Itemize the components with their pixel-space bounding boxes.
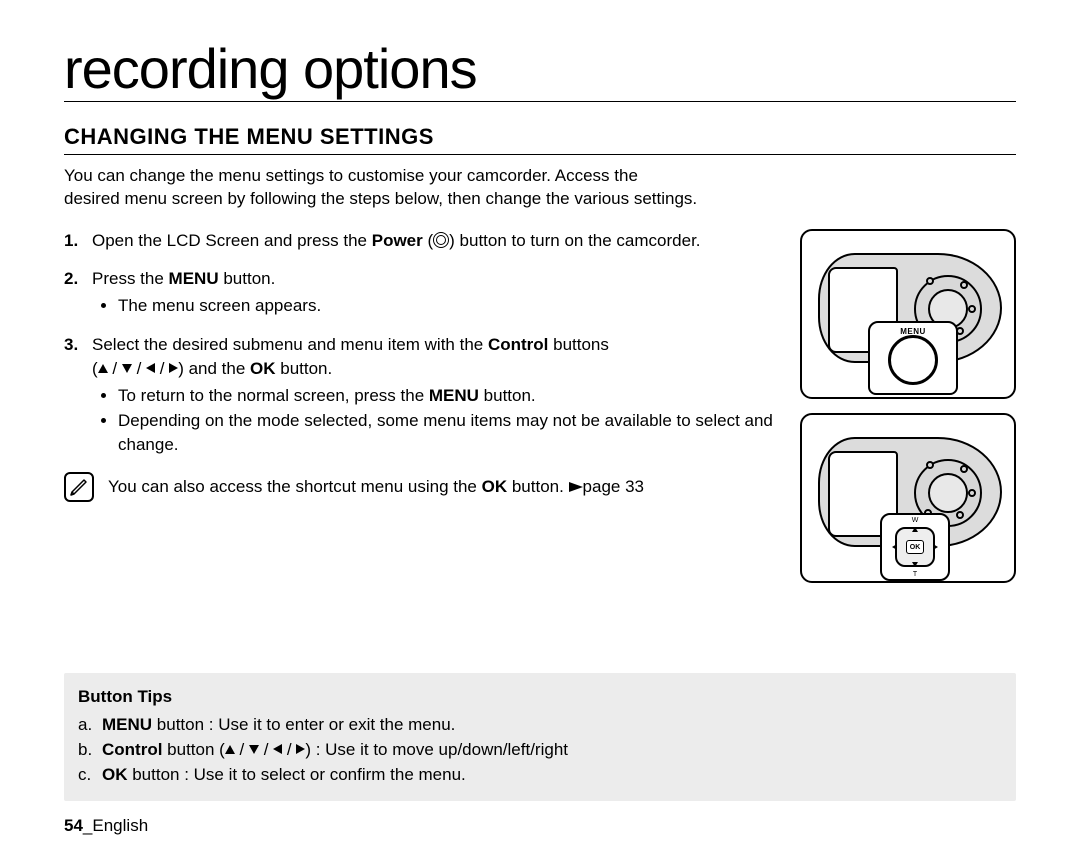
step-2: 2. Press the MENU button. The menu scree… [64, 267, 784, 318]
menu-callout: MENU [868, 321, 958, 395]
arrow-up-icon [225, 745, 235, 754]
step-3-bullet-2: Depending on the mode selected, some men… [118, 409, 784, 458]
step-3-text: Select the desired submenu and menu item… [92, 333, 784, 458]
page-title: recording options [64, 40, 1016, 102]
section-heading: CHANGING THE MENU SETTINGS [64, 124, 1016, 155]
step-2-bullet: The menu screen appears. [118, 294, 321, 319]
arrow-down-icon [912, 562, 918, 567]
arrow-left-icon [892, 544, 897, 550]
intro-line-1: You can change the menu settings to cust… [64, 166, 638, 185]
step-1-text: Open the LCD Screen and press the Power … [92, 229, 701, 254]
figure-ok-button: W OK T [800, 413, 1016, 583]
power-icon [433, 232, 449, 248]
page-number: 54 [64, 816, 83, 835]
note-text: You can also access the shortcut menu us… [108, 477, 644, 497]
tips-title: Button Tips [78, 685, 1002, 710]
step-number: 2. [64, 267, 84, 318]
zoom-wide-label: W [912, 517, 919, 524]
zoom-tele-label: T [913, 571, 917, 578]
page-ref-icon [569, 482, 583, 492]
step-3: 3. Select the desired submenu and menu i… [64, 333, 784, 458]
arrow-down-icon [249, 745, 259, 754]
figure-menu-button: MENU [800, 229, 1016, 399]
button-tips-box: Button Tips a.MENU button : Use it to en… [64, 673, 1016, 802]
figure-column: MENU W [800, 229, 1016, 583]
step-number: 1. [64, 229, 84, 254]
ok-label: OK [906, 540, 924, 554]
step-3-bullet-1: To return to the normal screen, press th… [118, 384, 784, 409]
text-column: 1. Open the LCD Screen and press the Pow… [64, 229, 784, 583]
arrow-up-icon [912, 527, 918, 532]
manual-page: recording options CHANGING THE MENU SETT… [0, 0, 1080, 866]
step-1: 1. Open the LCD Screen and press the Pow… [64, 229, 784, 254]
intro-line-2: desired menu screen by following the ste… [64, 189, 697, 208]
arrow-right-icon [296, 744, 305, 754]
page-footer: 54_English [64, 816, 148, 836]
arrow-left-icon [273, 744, 282, 754]
menu-button-icon [888, 335, 938, 385]
arrow-down-icon [122, 364, 132, 373]
intro-paragraph: You can change the menu settings to cust… [64, 165, 1016, 211]
arrow-right-icon [169, 363, 178, 373]
ok-callout: W OK T [880, 513, 950, 581]
menu-label: MENU [870, 327, 956, 336]
note-icon [64, 472, 94, 502]
tip-c: c.OK button : Use it to select or confir… [78, 763, 1002, 788]
arrow-up-icon [98, 364, 108, 373]
arrow-right-icon [933, 544, 938, 550]
step-number: 3. [64, 333, 84, 458]
tip-b: b.Control button ( / / / ) : Use it to m… [78, 738, 1002, 763]
page-language: English [92, 816, 148, 835]
content-row: 1. Open the LCD Screen and press the Pow… [64, 229, 1016, 583]
arrow-left-icon [146, 363, 155, 373]
tip-a: a.MENU button : Use it to enter or exit … [78, 713, 1002, 738]
steps-list: 1. Open the LCD Screen and press the Pow… [64, 229, 784, 458]
note-row: You can also access the shortcut menu us… [64, 472, 784, 502]
step-2-text: Press the MENU button. The menu screen a… [92, 267, 321, 318]
